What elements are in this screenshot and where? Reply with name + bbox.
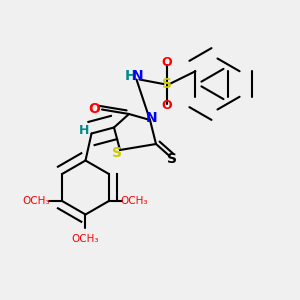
Text: N: N	[146, 111, 157, 124]
Text: O: O	[161, 99, 172, 112]
Text: S: S	[167, 152, 178, 166]
Text: S: S	[112, 146, 122, 160]
Text: O: O	[161, 56, 172, 69]
Text: N: N	[132, 70, 144, 83]
Text: OCH₃: OCH₃	[72, 233, 99, 244]
Text: H: H	[125, 70, 136, 83]
Text: H: H	[79, 124, 89, 137]
Text: OCH₃: OCH₃	[121, 196, 148, 206]
Text: S: S	[161, 77, 172, 91]
Text: OCH₃: OCH₃	[23, 196, 50, 206]
Text: O: O	[88, 102, 101, 116]
